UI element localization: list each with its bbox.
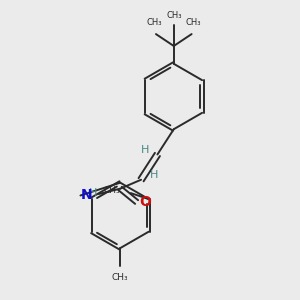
Text: H: H (89, 188, 98, 197)
Text: H: H (141, 145, 149, 155)
Text: CH₃: CH₃ (166, 11, 182, 20)
Text: O: O (139, 195, 151, 209)
Text: CH₃: CH₃ (112, 273, 129, 282)
Text: H: H (149, 170, 158, 180)
Text: N: N (81, 188, 92, 202)
Text: CH₃: CH₃ (104, 186, 120, 195)
Text: CH₃: CH₃ (185, 18, 201, 27)
Text: CH₃: CH₃ (147, 18, 162, 27)
